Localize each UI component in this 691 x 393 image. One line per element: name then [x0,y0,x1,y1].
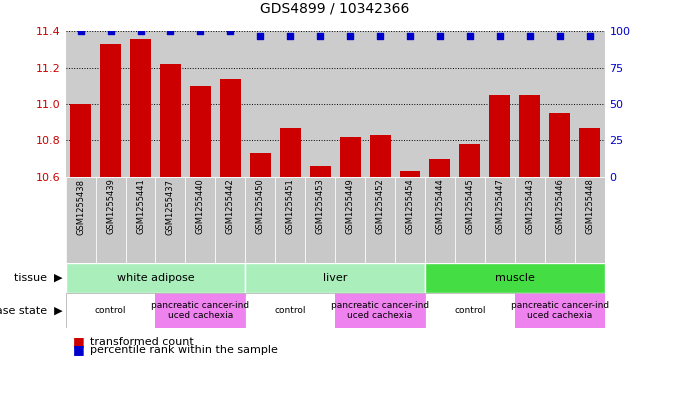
Text: muscle: muscle [495,273,535,283]
Point [584,33,595,39]
Bar [249,153,271,177]
Bar [155,177,185,263]
Bar [460,144,480,177]
Bar [305,177,335,263]
Text: GSM1255442: GSM1255442 [226,178,235,234]
Point [435,33,446,39]
Text: GSM1255443: GSM1255443 [525,178,534,235]
Bar [429,159,451,177]
Point [314,33,325,39]
Bar [126,177,155,263]
Point [285,33,296,39]
Text: GSM1255453: GSM1255453 [316,178,325,235]
Text: GSM1255450: GSM1255450 [256,178,265,234]
Text: disease state  ▶: disease state ▶ [0,305,62,316]
Point [75,28,86,35]
Bar [245,177,275,263]
Bar [66,293,155,328]
Point [255,33,266,39]
Text: GSM1255447: GSM1255447 [495,178,504,235]
Text: GSM1255439: GSM1255439 [106,178,115,235]
Bar [425,293,515,328]
Bar [579,128,600,177]
Text: GSM1255445: GSM1255445 [465,178,475,234]
Text: ■: ■ [73,335,84,349]
Text: white adipose: white adipose [117,273,194,283]
Bar [275,177,305,263]
Bar [280,128,301,177]
Point [494,33,505,39]
Bar [489,95,510,177]
Text: control: control [274,306,306,315]
Text: GSM1255448: GSM1255448 [585,178,594,235]
Bar [370,135,390,177]
Text: percentile rank within the sample: percentile rank within the sample [90,345,278,355]
Point [524,33,536,39]
Point [554,33,565,39]
Text: pancreatic cancer-ind
uced cachexia: pancreatic cancer-ind uced cachexia [331,301,429,320]
Bar [245,263,425,293]
Text: GSM1255444: GSM1255444 [435,178,444,234]
Bar [575,177,605,263]
Text: GSM1255449: GSM1255449 [346,178,354,234]
Bar [100,44,121,177]
Bar [339,137,361,177]
Point [105,28,116,35]
Text: liver: liver [323,273,348,283]
Text: GSM1255452: GSM1255452 [375,178,385,234]
Point [165,28,176,35]
Text: tissue  ▶: tissue ▶ [14,273,62,283]
Text: ■: ■ [73,343,84,356]
Bar [455,177,485,263]
Text: control: control [454,306,486,315]
Text: GSM1255438: GSM1255438 [76,178,85,235]
Bar [335,177,365,263]
Point [345,33,356,39]
Point [375,33,386,39]
Bar [66,177,95,263]
Bar [399,171,420,177]
Bar [130,39,151,177]
Bar [519,95,540,177]
Text: GSM1255446: GSM1255446 [555,178,565,235]
Text: pancreatic cancer-ind
uced cachexia: pancreatic cancer-ind uced cachexia [511,301,609,320]
Bar [365,177,395,263]
Point [404,33,415,39]
Bar [425,177,455,263]
Bar [70,104,91,177]
Bar [395,177,425,263]
Text: GSM1255440: GSM1255440 [196,178,205,234]
Text: GSM1255451: GSM1255451 [285,178,295,234]
Bar [545,177,575,263]
Point [195,28,206,35]
Bar [155,293,245,328]
Text: GSM1255454: GSM1255454 [406,178,415,234]
Bar [425,263,605,293]
Bar [245,293,335,328]
Text: GSM1255437: GSM1255437 [166,178,175,235]
Point [464,33,475,39]
Point [225,28,236,35]
Text: control: control [95,306,126,315]
Bar [160,64,181,177]
Bar [216,177,245,263]
Bar [515,177,545,263]
Bar [220,79,240,177]
Bar [515,293,605,328]
Bar [185,177,216,263]
Bar [66,263,245,293]
Text: GSM1255441: GSM1255441 [136,178,145,234]
Bar [549,113,570,177]
Bar [335,293,425,328]
Bar [310,166,330,177]
Bar [95,177,126,263]
Text: GDS4899 / 10342366: GDS4899 / 10342366 [261,2,410,16]
Text: transformed count: transformed count [90,337,193,347]
Bar [190,86,211,177]
Bar [485,177,515,263]
Point [135,28,146,35]
Text: pancreatic cancer-ind
uced cachexia: pancreatic cancer-ind uced cachexia [151,301,249,320]
